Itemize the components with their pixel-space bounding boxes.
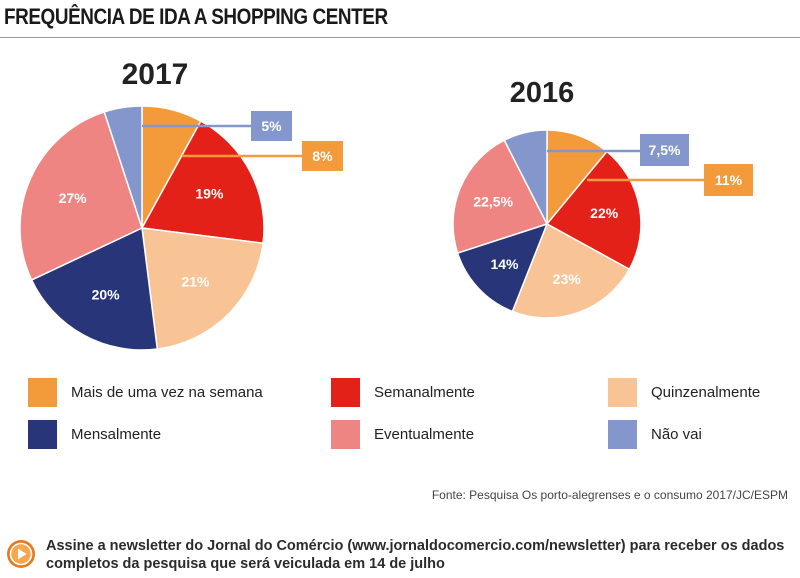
data-label: 22,5% bbox=[473, 194, 513, 210]
pie-slice bbox=[140, 120, 265, 245]
legend-swatch bbox=[28, 420, 57, 449]
legend-item-semanalmente: Semanalmente bbox=[331, 378, 475, 407]
legend-swatch bbox=[608, 420, 637, 449]
legend-item-nao-vai: Não vai bbox=[608, 420, 702, 449]
data-label: 20% bbox=[92, 286, 121, 302]
legend-item-mensalmente: Mensalmente bbox=[28, 420, 161, 449]
chart-title: 2017 bbox=[122, 58, 189, 91]
legend-label: Mensalmente bbox=[71, 426, 162, 443]
legend-label: Mais de uma vez na semana bbox=[71, 384, 263, 401]
legend-swatch bbox=[28, 378, 57, 407]
page-title: FREQUÊNCIA DE IDA A SHOPPING CENTER bbox=[4, 4, 388, 29]
data-label: 8% bbox=[312, 148, 333, 164]
data-label: 23% bbox=[553, 271, 582, 287]
legend-item-mais-de-uma-vez: Mais de uma vez na semana bbox=[28, 378, 263, 407]
pie-charts: 2017 21% 19% 20% 27% 5% 8% 2016 23% 22% 14% 22,5% 7,… bbox=[19, 58, 753, 351]
pie-slice bbox=[511, 222, 631, 319]
legend-label: Semanalmente bbox=[374, 384, 475, 401]
callout-box bbox=[302, 141, 343, 171]
data-label: 22% bbox=[590, 205, 619, 221]
data-label: 14% bbox=[490, 256, 519, 272]
pie-slice bbox=[30, 226, 159, 351]
data-label: 27% bbox=[59, 190, 88, 206]
callout-box bbox=[704, 164, 753, 196]
title-divider bbox=[0, 37, 800, 38]
source-note: Fonte: Pesquisa Os porto-alegrenses e o … bbox=[431, 488, 788, 502]
pie-slice bbox=[103, 105, 143, 229]
pie-slice bbox=[19, 111, 143, 281]
newsletter-text: Assine a newsletter do Jornal do Comérci… bbox=[46, 538, 785, 572]
data-label: 11% bbox=[715, 172, 743, 188]
legend-item-quinzenalmente: Quinzenalmente bbox=[608, 378, 760, 407]
pie-slice bbox=[141, 227, 264, 350]
data-label: 7,5% bbox=[649, 142, 681, 158]
callout-box bbox=[251, 111, 292, 141]
data-label: 19% bbox=[195, 186, 224, 202]
play-icon[interactable] bbox=[6, 539, 36, 569]
newsletter-callout: Assine a newsletter do Jornal do Comérci… bbox=[6, 537, 786, 573]
pie-slice bbox=[452, 139, 549, 254]
legend-item-eventualmente: Eventualmente bbox=[331, 420, 474, 449]
legend-label: Não vai bbox=[651, 426, 702, 443]
legend-swatch bbox=[331, 420, 360, 449]
data-label: 5% bbox=[261, 118, 282, 134]
pie-slice bbox=[503, 129, 548, 225]
legend-label: Quinzenalmente bbox=[651, 384, 761, 401]
chart-title: 2016 bbox=[510, 77, 575, 109]
data-label: 21% bbox=[181, 274, 210, 290]
callout-box bbox=[640, 134, 689, 166]
legend-swatch bbox=[331, 378, 360, 407]
legend-label: Eventualmente bbox=[374, 426, 475, 443]
legend-swatch bbox=[608, 378, 637, 407]
